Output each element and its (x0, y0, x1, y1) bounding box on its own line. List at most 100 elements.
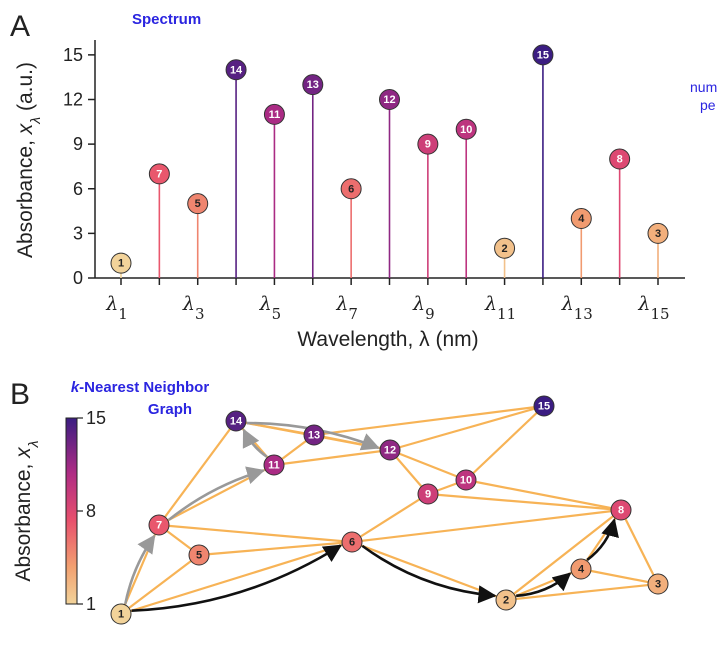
y-tick-label: 6 (73, 179, 83, 199)
marker-label-1: 1 (118, 258, 124, 270)
graph-node-6 (341, 531, 363, 553)
marker-label-6: 13 (307, 79, 319, 91)
marker-label-8: 12 (383, 94, 395, 106)
colorbar-label: Absorbance, xλ (12, 440, 41, 581)
edge-6-9 (351, 493, 429, 543)
edge-7-11 (158, 464, 275, 526)
graph-node-label-11: 11 (268, 460, 280, 472)
gray-path-11-14 (242, 428, 268, 458)
graph-node-4 (570, 558, 592, 580)
edge-1-5 (120, 554, 200, 615)
marker-11 (494, 237, 516, 259)
graph-node-13 (303, 424, 325, 446)
graph-node-label-14: 14 (230, 416, 243, 428)
marker-label-2: 7 (156, 168, 162, 180)
marker-label-5: 11 (269, 109, 281, 121)
marker-label-4: 14 (230, 64, 243, 76)
edge-4-8 (580, 509, 622, 570)
edge-6-2 (351, 540, 507, 602)
edge-10-12 (389, 448, 467, 482)
black-path-1-6 (131, 544, 343, 613)
x-tick-label: λ1 (105, 293, 128, 323)
graph-node-7 (148, 514, 170, 536)
gray-path-1-7 (124, 534, 156, 605)
edge-2-8 (505, 509, 622, 601)
graph-node-5 (188, 544, 210, 566)
x-tick-label: λ13 (561, 293, 593, 323)
edge-9-8 (427, 492, 622, 512)
x-tick-label: λ5 (259, 293, 282, 323)
marker-8 (379, 89, 400, 110)
marker-label-13: 4 (578, 213, 585, 225)
edge-4-3 (580, 567, 659, 586)
colorbar-tick-label: 8 (86, 501, 96, 521)
panel-b-title-k: k (71, 379, 80, 396)
graph-node-label-3: 3 (655, 579, 661, 591)
marker-5 (263, 103, 285, 125)
y-tick-label: 15 (63, 45, 83, 65)
panel-a-title: Spectrum (132, 11, 201, 28)
edge-10-15 (465, 405, 545, 481)
marker-3 (187, 193, 209, 215)
marker-14 (609, 148, 631, 170)
marker-label-3: 5 (195, 198, 201, 210)
graph-node-label-13: 13 (308, 430, 320, 442)
marker-12 (532, 44, 554, 66)
y-tick-label: 0 (73, 268, 83, 288)
edge-12-15 (389, 404, 545, 452)
panel-b-title: k-Nearest Neighbor (71, 379, 210, 396)
y-axis-label: Absorbance, xλ (a.u.) (14, 62, 43, 258)
gray-path-7-11 (167, 466, 266, 521)
graph-node-label-1: 1 (118, 609, 124, 621)
edge-7-6 (158, 523, 353, 544)
edge-8-3 (620, 509, 659, 585)
colorbar-gradient (65, 417, 78, 605)
x-tick-label: λ15 (637, 293, 669, 323)
graph-node-2 (495, 589, 517, 611)
colorbar-tick-label: 1 (86, 594, 96, 614)
x-axis-label: Wavelength, λ (nm) (297, 328, 478, 351)
marker-label-14: 8 (617, 154, 623, 166)
black-path-2-4 (516, 572, 572, 598)
edge-6-8 (351, 508, 622, 544)
edge-10-8 (465, 478, 622, 512)
y-tick-label: 9 (73, 134, 83, 154)
graph-node-10 (455, 469, 477, 491)
marker-15 (647, 222, 669, 244)
marker-13 (570, 208, 592, 229)
panel-a-letter: A (10, 10, 30, 43)
spectrum-chart: 0 3 6 9 12 15 λ1 λ3 λ5 λ7 λ9 λ11 λ13 λ15 1 7 5 14 11 13 6 1… (14, 40, 685, 351)
graph-node-11 (263, 454, 285, 476)
graph-node-label-10: 10 (460, 475, 472, 487)
panel-b-title-line2: Graph (148, 401, 192, 418)
edge-5-6 (198, 540, 353, 557)
marker-label-7: 6 (348, 183, 354, 195)
black-path-4-8 (586, 518, 619, 561)
graph-node-label-12: 12 (384, 445, 396, 457)
marker-4 (225, 59, 247, 81)
graph-node-15 (533, 395, 555, 417)
edge-2-3 (505, 582, 659, 602)
marker-label-12: 15 (537, 49, 549, 61)
panel-b-title-rest: -Nearest Neighbor (79, 379, 209, 396)
edge-13-15 (313, 404, 545, 437)
x-tick-label: λ9 (412, 293, 435, 323)
graph-node-label-4: 4 (578, 564, 585, 576)
graph-node-label-7: 7 (156, 520, 162, 532)
y-tick-label: 3 (73, 223, 83, 243)
x-tick-label: λ11 (484, 293, 516, 323)
black-path-6-2 (361, 544, 497, 604)
graph-node-label-6: 6 (349, 537, 355, 549)
marker-10 (455, 118, 477, 140)
graph-node-3 (647, 573, 669, 595)
x-tick-label: λ7 (335, 293, 358, 323)
marker-1 (110, 252, 132, 274)
graph-node-label-8: 8 (618, 505, 624, 517)
colorbar-tick-label: 15 (86, 408, 106, 428)
edge-7-14 (158, 420, 237, 526)
marker-label-9: 9 (425, 139, 431, 151)
graph-node-label-2: 2 (503, 595, 509, 607)
graph-node-9 (417, 483, 439, 505)
